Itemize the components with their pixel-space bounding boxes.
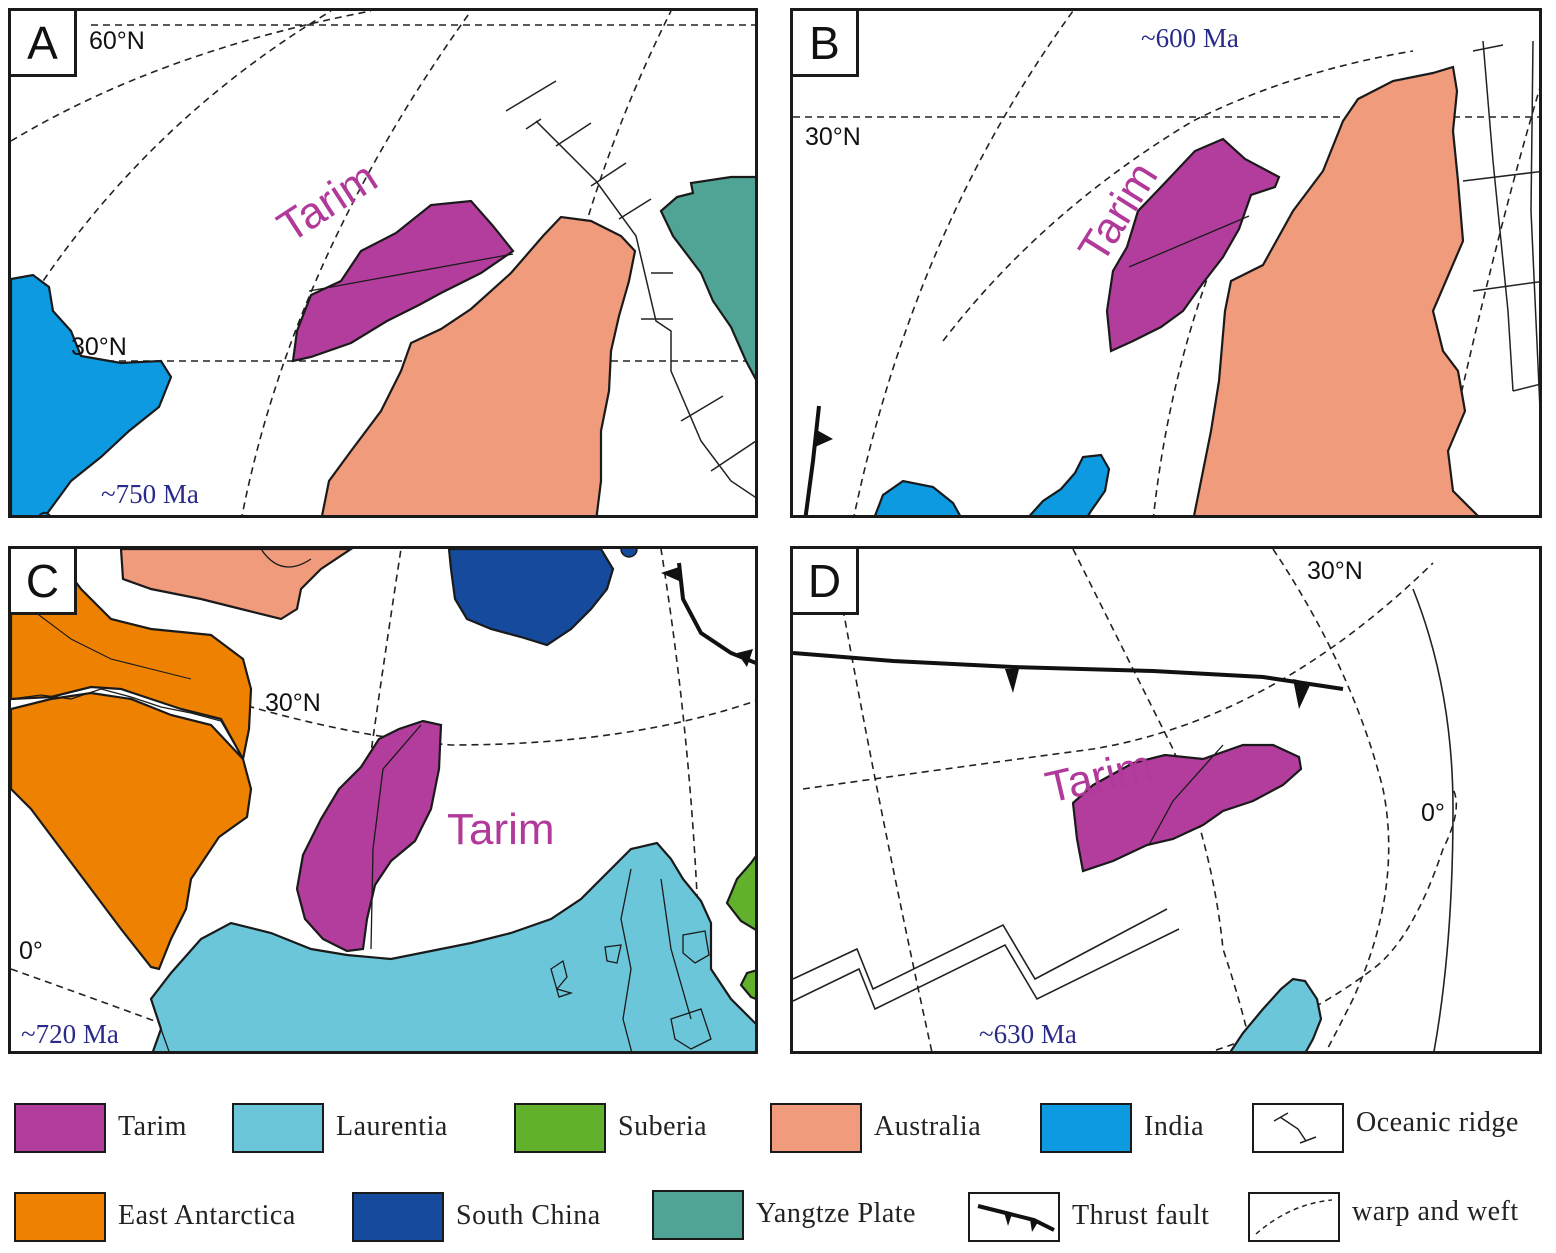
map-panel-a: A 60°N 30°N ~750 Ma Tarim — [8, 8, 758, 518]
siberia-landmass — [739, 969, 755, 1000]
yangtze-landmass — [659, 175, 755, 381]
tarim-internal-fault — [370, 724, 422, 950]
panel-d-map — [793, 549, 1458, 1051]
tarim-block — [1071, 743, 1303, 873]
legend-label: Oceanic ridge — [1356, 1107, 1519, 1138]
panel-letter: B — [793, 11, 859, 77]
india-islet — [38, 511, 51, 515]
legend-swatch — [514, 1103, 606, 1153]
legend-label: Thrust fault — [1072, 1200, 1210, 1231]
panel-letter: A — [11, 11, 77, 77]
latitude-label: 30°N — [1307, 557, 1363, 585]
age-label: ~720 Ma — [21, 1019, 119, 1049]
age-label: ~750 Ma — [101, 479, 199, 509]
legend-swatch — [14, 1103, 106, 1153]
india-landmass — [874, 479, 961, 515]
east-antarctica-internal-line — [11, 688, 244, 760]
laurentia-landmass — [149, 841, 755, 1051]
australia-internal-line — [260, 549, 312, 568]
map-panel-b: B 30°N ~600 Ma Tarim — [790, 8, 1542, 518]
panel-b-map — [793, 11, 1539, 515]
laurentia-landmass — [1229, 977, 1323, 1051]
tarim-block — [291, 199, 515, 363]
oceanic-ridge-icon — [1252, 1103, 1344, 1153]
latitude-label: 30°N — [71, 333, 127, 361]
tarim-internal-fault — [1148, 744, 1224, 846]
latitude-label: 30°N — [265, 689, 321, 717]
legend-swatch — [14, 1192, 106, 1242]
legend-label: warp and weft — [1352, 1196, 1519, 1227]
legend-swatch — [770, 1103, 862, 1153]
australia-landmass — [1193, 65, 1479, 515]
legend-label: Yangtze Plate — [756, 1198, 916, 1229]
legend-label: South China — [456, 1200, 601, 1231]
panel-letter: C — [11, 549, 77, 615]
tarim-internal-fault — [308, 253, 514, 292]
laurentia-internal-lines — [160, 868, 712, 1051]
south-china-islet — [620, 549, 638, 558]
map-panel-c: C 30°N 0° ~720 Ma Tarim — [8, 546, 758, 1054]
thrust-fault-line — [793, 651, 1344, 709]
legend-swatch — [352, 1192, 444, 1242]
legend-label: Laurentia — [336, 1111, 448, 1142]
oceanic-ridge — [505, 80, 755, 498]
australia-landmass — [321, 215, 637, 515]
oceanic-ridge — [793, 908, 1180, 1011]
oceanic-ridge — [1462, 40, 1539, 404]
legend-label: Suberia — [618, 1111, 708, 1142]
map-panel-d: D 30°N 0° ~630 Ma Tarim — [790, 546, 1542, 1054]
age-label: ~630 Ma — [979, 1019, 1077, 1049]
panel-c-map — [11, 549, 755, 1051]
equator-arc — [1412, 588, 1454, 1051]
latitude-label: 0° — [1421, 799, 1445, 827]
siberia-landmass — [725, 855, 755, 931]
graticule-icon — [1248, 1192, 1340, 1242]
india-landmass — [1028, 453, 1111, 515]
latitude-label: 30°N — [805, 123, 861, 151]
panel-letter: D — [793, 549, 859, 615]
thrust-fault-line — [803, 405, 833, 515]
australia-landmass — [119, 549, 353, 621]
legend-label: India — [1144, 1111, 1205, 1142]
age-label: ~600 Ma — [1141, 23, 1239, 53]
panel-a-map — [11, 11, 755, 515]
east-antarctica-landmass — [11, 549, 253, 971]
thrust-fault-line — [661, 562, 755, 667]
tarim-block — [295, 719, 443, 953]
tarim-block — [1105, 137, 1281, 353]
latitude-label: 0° — [19, 937, 43, 965]
legend-swatch — [232, 1103, 324, 1153]
legend-swatch — [652, 1190, 744, 1240]
tarim-label: Tarim — [447, 805, 555, 854]
latitude-label: 60°N — [89, 27, 145, 55]
tarim-internal-fault — [1128, 215, 1250, 268]
thrust-fault-icon — [968, 1192, 1060, 1242]
east-antarctica-internal-line — [30, 608, 192, 680]
legend-label: East Antarctica — [118, 1200, 296, 1231]
legend-label: Australia — [874, 1111, 982, 1142]
legend-swatch — [1040, 1103, 1132, 1153]
legend-label: Tarim — [118, 1111, 187, 1142]
south-china-landmass — [447, 549, 615, 647]
